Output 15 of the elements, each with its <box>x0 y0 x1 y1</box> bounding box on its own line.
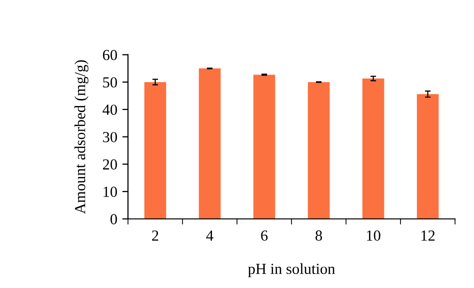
y-tick-label: 10 <box>104 186 117 197</box>
y-tick-label: 30 <box>103 132 117 142</box>
x-tick-label: 6 <box>261 230 268 241</box>
x-axis-title: pH in solution <box>248 263 335 278</box>
x-tick-label: 4 <box>206 230 214 241</box>
y-tick-label: 60 <box>102 50 117 60</box>
y-tick-label: 50 <box>103 77 117 88</box>
y-axis-title: Amount adsorbed (mg/g) <box>74 60 88 214</box>
x-tick-label: 12 <box>421 230 435 241</box>
y-tick-label: 20 <box>102 159 117 170</box>
y-tick-label: 40 <box>102 104 117 115</box>
x-tick-label: 2 <box>152 230 158 241</box>
x-tick-label: 8 <box>316 230 322 241</box>
x-tick-label: 10 <box>366 230 380 241</box>
y-tick-label: 0 <box>110 214 117 224</box>
